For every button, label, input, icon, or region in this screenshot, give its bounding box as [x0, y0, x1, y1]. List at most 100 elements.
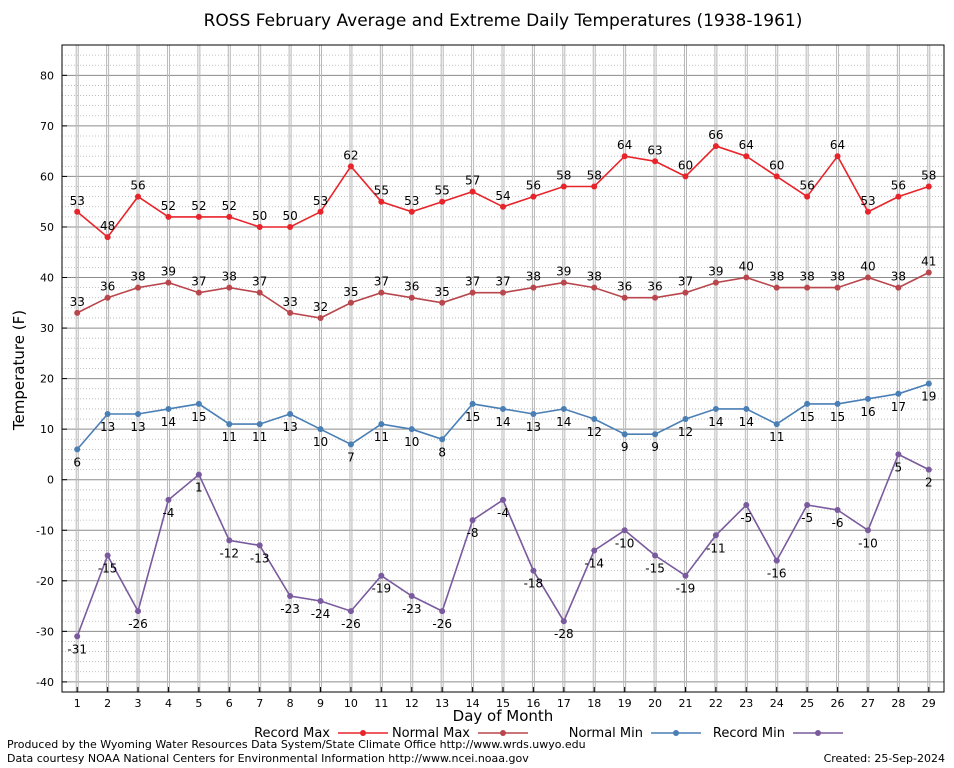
normal-min-data-label: 13 — [526, 420, 541, 434]
record-max-point — [560, 183, 567, 190]
record-min-point — [287, 592, 294, 599]
normal-min-point — [317, 426, 324, 433]
normal-max-point — [74, 309, 81, 316]
normal-min-point — [256, 421, 263, 428]
y-tick-label: 30 — [40, 322, 54, 335]
normal-min-data-label: 14 — [708, 415, 723, 429]
normal-min-data-label: 8 — [438, 445, 446, 459]
record-min-data-label: -12 — [219, 546, 239, 560]
record-min-point — [439, 608, 446, 615]
record-max-point — [621, 153, 628, 160]
normal-min-point — [439, 436, 446, 443]
normal-max-data-label: 38 — [830, 270, 845, 284]
record-min-point — [500, 496, 506, 503]
normal-max-data-label: 36 — [647, 280, 662, 294]
record-min-point — [135, 608, 142, 615]
record-max-point — [287, 223, 294, 230]
normal-min-data-label: 7 — [347, 450, 355, 464]
y-tick-label: -10 — [36, 524, 54, 537]
normal-max-point — [408, 294, 415, 301]
normal-max-data-label: 40 — [860, 260, 875, 274]
record-min-data-label: -8 — [467, 526, 479, 540]
normal-max-data-label: 36 — [404, 280, 419, 294]
normal-min-data-label: 9 — [621, 440, 629, 454]
record-min-point — [165, 496, 172, 503]
normal-min-data-label: 14 — [495, 415, 510, 429]
normal-min-point — [408, 426, 415, 433]
record-max-data-label: 62 — [343, 148, 358, 162]
normal-max-data-label: 38 — [526, 270, 541, 284]
normal-max-data-label: 33 — [70, 295, 85, 309]
normal-max-point — [256, 289, 263, 296]
normal-min-data-label: 15 — [830, 410, 845, 424]
record-max-point — [226, 213, 233, 220]
record-min-data-label: -5 — [801, 511, 813, 525]
normal-min-point — [743, 405, 750, 412]
normal-max-point — [104, 294, 111, 301]
record-min-point — [256, 542, 263, 549]
normal-min-data-label: 13 — [130, 420, 145, 434]
normal-max-data-label: 39 — [556, 265, 571, 279]
normal-max-point — [895, 284, 902, 291]
legend: Record Max Normal Max Normal Min Record Min — [254, 726, 843, 741]
record-max-data-label: 53 — [404, 194, 419, 208]
normal-max-point — [469, 289, 476, 296]
normal-max-point — [864, 274, 871, 281]
record-max-legend-label: Record Max — [254, 726, 330, 741]
normal-max-data-label: 37 — [495, 275, 510, 289]
record-max-data-label: 50 — [282, 209, 297, 223]
normal-min-point — [712, 405, 719, 412]
record-min-point — [895, 451, 902, 458]
record-max-data-label: 48 — [100, 219, 115, 233]
normal-max-point — [439, 299, 446, 306]
record-min-point — [682, 572, 689, 579]
normal-max-data-label: 36 — [617, 280, 632, 294]
record-min-point — [864, 527, 871, 534]
normal-min-data-label: 6 — [73, 455, 81, 469]
x-tick-label: 26 — [831, 697, 845, 710]
x-tick-label: 3 — [135, 697, 142, 710]
normal-min-data-label: 14 — [556, 415, 571, 429]
normal-max-point — [804, 284, 811, 291]
record-max-point — [378, 198, 385, 205]
record-min-data-label: -19 — [676, 582, 696, 596]
normal-max-data-label: 38 — [587, 270, 602, 284]
normal-min-point — [195, 400, 202, 407]
x-tick-label: 2 — [104, 697, 111, 710]
record-max-data-label: 56 — [799, 179, 814, 193]
record-min-point — [591, 547, 598, 554]
normal-min-point — [804, 400, 811, 407]
record-min-legend-label: Record Min — [713, 726, 785, 741]
x-axis-label: Day of Month — [453, 707, 554, 725]
normal-min-point — [165, 405, 172, 412]
normal-max-data-label: 39 — [708, 265, 723, 279]
normal-min-data-label: 12 — [587, 425, 602, 439]
normal-min-data-label: 14 — [161, 415, 176, 429]
record-max-data-label: 53 — [70, 194, 85, 208]
record-max-point — [104, 234, 111, 241]
normal-max-data-label: 38 — [222, 270, 237, 284]
record-min-data-label: -10 — [615, 536, 635, 550]
x-tick-label: 22 — [709, 697, 723, 710]
normal-max-data-label: 37 — [191, 275, 206, 289]
x-tick-label: 29 — [922, 697, 936, 710]
normal-max-point — [317, 314, 324, 321]
record-max-data-label: 53 — [313, 194, 328, 208]
record-max-point — [925, 183, 932, 190]
record-min-point — [743, 501, 750, 508]
x-tick-label: 19 — [618, 697, 632, 710]
record-min-data-label: 2 — [925, 476, 933, 490]
x-tick-label: 27 — [861, 697, 875, 710]
record-max-data-label: 58 — [556, 169, 571, 183]
normal-min-point — [895, 390, 902, 397]
record-max-data-label: 56 — [526, 179, 541, 193]
normal-max-point — [925, 269, 932, 276]
y-tick-label: 60 — [40, 170, 54, 183]
normal-min-data-label: 15 — [799, 410, 814, 424]
record-max-point — [743, 153, 750, 160]
normal-min-point — [135, 410, 142, 417]
normal-min-data-label: 10 — [404, 435, 419, 449]
footer-created: Created: 25-Sep-2024 — [824, 752, 945, 765]
normal-max-point — [560, 279, 567, 286]
